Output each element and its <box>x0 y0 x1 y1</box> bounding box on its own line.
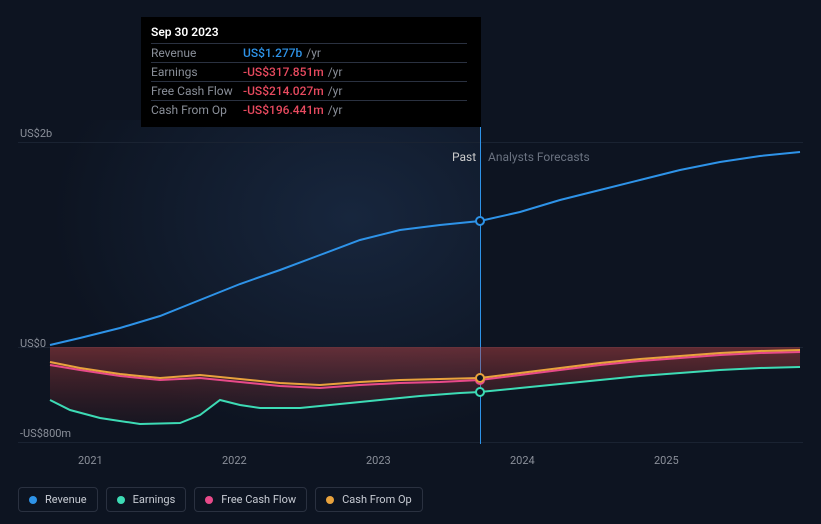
tooltip-row: Free Cash Flow -US$214.027m /yr <box>151 81 467 100</box>
legend-label: Earnings <box>133 493 176 506</box>
tooltip-label: Earnings <box>151 65 243 79</box>
tooltip-label: Cash From Op <box>151 103 243 117</box>
negative-fill-area <box>50 347 800 424</box>
legend-cashop[interactable]: Cash From Op <box>315 487 423 512</box>
chart-container: Past Analysts Forecasts US$2b US$0 -US$8… <box>0 0 821 524</box>
tooltip-row: Earnings -US$317.851m /yr <box>151 62 467 81</box>
tooltip-row: Revenue US$1.277b /yr <box>151 43 467 62</box>
legend-label: Free Cash Flow <box>221 493 296 506</box>
tooltip-row: Cash From Op -US$196.441m /yr <box>151 100 467 119</box>
legend-revenue[interactable]: Revenue <box>18 487 98 512</box>
tooltip-value: -US$214.027m <box>243 84 324 98</box>
legend-fcf[interactable]: Free Cash Flow <box>194 487 307 512</box>
tooltip-value: US$1.277b <box>243 46 302 60</box>
tooltip-label: Revenue <box>151 46 243 60</box>
tooltip-unit: /yr <box>306 46 321 60</box>
revenue-marker <box>476 217 484 225</box>
legend-dot-icon <box>117 496 125 504</box>
legend-label: Revenue <box>45 493 87 506</box>
legend-dot-icon <box>29 496 37 504</box>
earnings-marker <box>476 388 484 396</box>
tooltip-value: -US$196.441m <box>243 103 324 117</box>
legend-dot-icon <box>205 496 213 504</box>
cashop-marker <box>476 374 484 382</box>
revenue-line <box>50 152 800 345</box>
tooltip-label: Free Cash Flow <box>151 84 243 98</box>
legend: Revenue Earnings Free Cash Flow Cash Fro… <box>18 487 423 512</box>
tooltip-value: -US$317.851m <box>243 65 324 79</box>
tooltip-unit: /yr <box>328 65 343 79</box>
tooltip-unit: /yr <box>328 84 343 98</box>
tooltip-unit: /yr <box>328 103 343 117</box>
tooltip: Sep 30 2023 Revenue US$1.277b /yr Earnin… <box>141 17 481 127</box>
legend-dot-icon <box>326 496 334 504</box>
legend-label: Cash From Op <box>342 493 412 506</box>
legend-earnings[interactable]: Earnings <box>106 487 187 512</box>
tooltip-date: Sep 30 2023 <box>151 25 467 39</box>
